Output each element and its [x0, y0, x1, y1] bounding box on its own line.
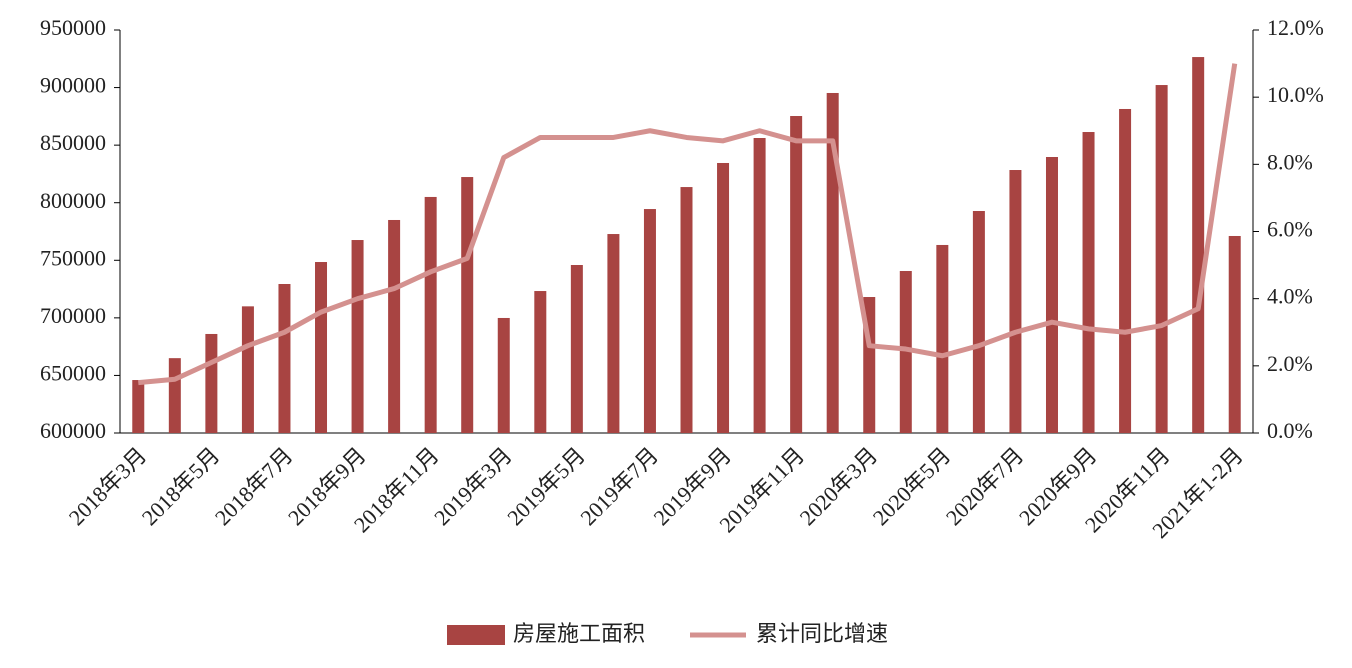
- bar: [497, 317, 510, 433]
- bar: [278, 284, 291, 433]
- bar: [936, 244, 949, 433]
- bar: [1009, 170, 1022, 433]
- bar: [790, 116, 803, 433]
- bar: [315, 262, 328, 433]
- x-tick-label: 2019年7月: [575, 442, 663, 530]
- bar: [570, 265, 583, 433]
- bar: [241, 306, 254, 433]
- x-tick-label: 2018年7月: [210, 442, 298, 530]
- bar: [717, 162, 730, 434]
- x-tick-label: 2020年5月: [868, 442, 956, 530]
- legend-swatch: [447, 625, 505, 645]
- bar: [534, 291, 547, 433]
- bar: [753, 138, 766, 433]
- bar: [1192, 57, 1205, 434]
- x-tick-label: 2018年3月: [64, 442, 152, 530]
- bar: [680, 187, 693, 433]
- bar: [424, 196, 437, 433]
- bar: [388, 219, 401, 433]
- legend-label: 房屋施工面积: [513, 621, 645, 646]
- x-tick-label: 2018年5月: [137, 442, 225, 530]
- y2-tick-label: 12.0%: [1267, 15, 1324, 40]
- bar: [205, 333, 218, 433]
- y-tick-label: 700000: [40, 303, 106, 328]
- bar: [1155, 85, 1168, 434]
- y2-tick-label: 10.0%: [1267, 82, 1324, 107]
- x-tick-label: 2020年3月: [795, 442, 883, 530]
- bar: [972, 211, 985, 433]
- bar: [899, 270, 912, 433]
- bar: [1082, 132, 1095, 433]
- bar: [607, 234, 620, 433]
- bar: [351, 240, 364, 433]
- legend-label: 累计同比增速: [756, 621, 888, 646]
- y2-tick-label: 0.0%: [1267, 418, 1313, 443]
- y-tick-label: 950000: [40, 15, 106, 40]
- y-tick-label: 900000: [40, 73, 106, 98]
- bar: [1119, 108, 1132, 433]
- y2-tick-label: 8.0%: [1267, 149, 1313, 174]
- x-tick-label: 2020年7月: [941, 442, 1029, 530]
- bar: [1228, 235, 1241, 433]
- y-tick-label: 750000: [40, 245, 106, 270]
- bar: [461, 177, 474, 433]
- y2-tick-label: 4.0%: [1267, 284, 1313, 309]
- y-tick-label: 650000: [40, 360, 106, 385]
- bar: [132, 380, 145, 433]
- x-tick-label: 2019年5月: [502, 442, 590, 530]
- x-tick-label: 2019年3月: [429, 442, 517, 530]
- line: [138, 63, 1238, 386]
- bar: [1045, 157, 1058, 434]
- bar: [168, 358, 181, 433]
- y-tick-label: 850000: [40, 130, 106, 155]
- y-tick-label: 600000: [40, 418, 106, 443]
- y2-tick-label: 2.0%: [1267, 351, 1313, 376]
- bar: [826, 92, 839, 433]
- y-tick-label: 800000: [40, 188, 106, 213]
- y2-tick-label: 6.0%: [1267, 217, 1313, 242]
- bar: [643, 209, 656, 433]
